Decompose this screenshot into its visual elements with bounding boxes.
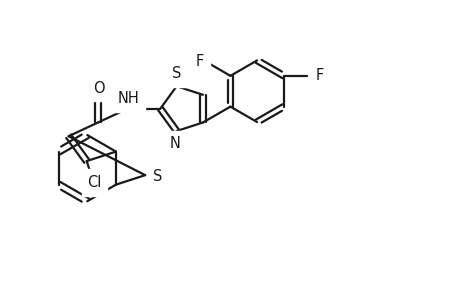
Text: S: S [153,169,162,184]
Text: N: N [169,136,180,151]
Text: NH: NH [118,91,139,106]
Text: Cl: Cl [87,175,101,190]
Text: F: F [315,68,324,83]
Text: F: F [196,54,204,69]
Text: O: O [93,81,105,96]
Text: S: S [172,66,181,81]
